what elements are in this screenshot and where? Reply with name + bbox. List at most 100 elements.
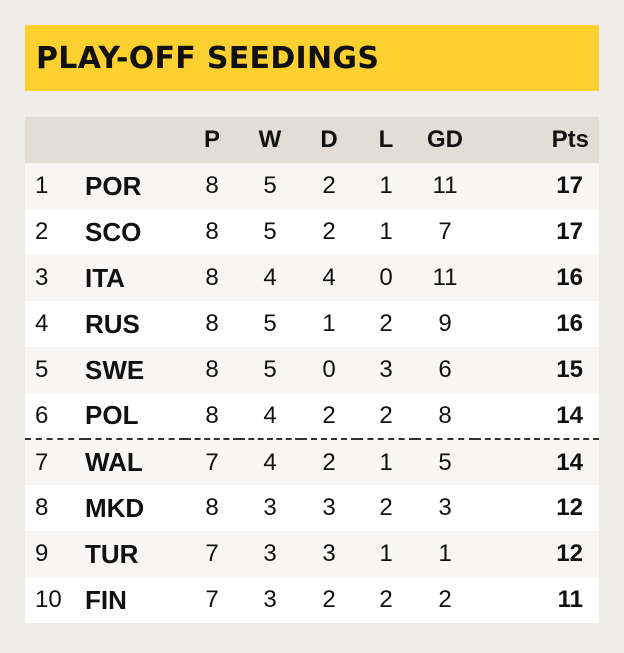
header-team <box>85 117 185 163</box>
row-goal-diff: 2 <box>438 586 452 613</box>
row-team: RUS <box>85 308 140 339</box>
row-position: 9 <box>35 540 49 567</box>
row-goal-diff: 1 <box>438 540 452 567</box>
row-lost: 1 <box>379 172 393 199</box>
row-drawn: 2 <box>322 218 336 245</box>
seedings-card: PLAY-OFF SEEDINGS P W D L GD Pts <box>25 25 599 623</box>
row-goal-diff: 3 <box>438 494 452 521</box>
header-row: P W D L GD Pts <box>25 117 599 163</box>
row-lost: 1 <box>379 218 393 245</box>
row-goal-diff: 11 <box>432 264 458 291</box>
row-team: POR <box>85 170 142 201</box>
row-lost: 2 <box>357 393 415 440</box>
row-played: 7 <box>205 540 219 567</box>
header-lost: L <box>378 126 394 153</box>
table-row: 5 SWE 8 5 0 3 6 15 <box>25 347 599 393</box>
header-won: W <box>258 126 282 153</box>
row-played: 8 <box>205 356 219 383</box>
row-position: 2 <box>35 218 49 245</box>
row-points: 15 <box>556 356 583 383</box>
row-team: WAL <box>85 447 143 477</box>
standings-table: P W D L GD Pts 1 POR 8 5 2 1 11 17 2 SCO <box>25 117 599 623</box>
row-drawn: 3 <box>322 494 336 521</box>
row-position: 8 <box>35 494 49 521</box>
row-team: ITA <box>85 262 125 293</box>
row-points: 12 <box>556 540 583 567</box>
row-won: 3 <box>263 494 277 521</box>
row-points: 12 <box>556 494 583 521</box>
row-drawn: 2 <box>322 586 336 613</box>
row-drawn: 4 <box>322 264 336 291</box>
row-played: 8 <box>205 494 219 521</box>
row-drawn: 0 <box>322 356 336 383</box>
row-drawn: 3 <box>322 540 336 567</box>
row-goal-diff: 11 <box>432 172 458 199</box>
row-won: 4 <box>263 264 277 291</box>
row-points: 17 <box>556 172 583 199</box>
table-row: 7 WAL 7 4 2 1 5 14 <box>25 439 599 485</box>
row-lost: 2 <box>379 586 393 613</box>
header-points: Pts <box>551 126 589 153</box>
row-won: 5 <box>263 172 277 199</box>
row-lost: 3 <box>379 356 393 383</box>
header-pos <box>25 117 85 163</box>
table-row: 8 MKD 8 3 3 2 3 12 <box>25 485 599 531</box>
row-played: 7 <box>205 448 219 476</box>
row-played: 8 <box>185 393 239 440</box>
row-goal-diff: 7 <box>438 218 452 245</box>
row-goal-diff: 9 <box>438 310 452 337</box>
row-drawn: 2 <box>301 393 357 440</box>
row-points: 17 <box>556 218 583 245</box>
row-goal-diff: 8 <box>415 393 475 440</box>
row-lost: 1 <box>379 448 393 476</box>
row-position: 1 <box>35 172 49 199</box>
row-lost: 0 <box>379 264 393 291</box>
row-won: 3 <box>263 586 277 613</box>
row-drawn: 2 <box>322 448 336 476</box>
row-won: 4 <box>239 393 301 440</box>
row-points: 16 <box>556 264 583 291</box>
row-lost: 2 <box>379 310 393 337</box>
row-played: 8 <box>205 218 219 245</box>
row-team: SWE <box>85 354 145 385</box>
row-goal-diff: 6 <box>438 356 452 383</box>
row-position: 7 <box>35 448 49 476</box>
row-played: 8 <box>205 172 219 199</box>
header-goal-diff: GD <box>427 126 463 153</box>
row-position: 5 <box>35 356 49 383</box>
row-played: 8 <box>205 264 219 291</box>
table-row: 9 TUR 7 3 3 1 1 12 <box>25 531 599 577</box>
row-drawn: 2 <box>322 172 336 199</box>
row-position: 6 <box>25 393 85 440</box>
header-played: P <box>203 126 220 153</box>
header-drawn: D <box>320 126 338 153</box>
row-position: 4 <box>35 310 49 337</box>
row-goal-diff: 5 <box>438 448 452 476</box>
row-team: POL <box>85 393 185 440</box>
row-points: 16 <box>556 310 583 337</box>
row-won: 5 <box>263 356 277 383</box>
row-lost: 1 <box>379 540 393 567</box>
row-won: 5 <box>263 310 277 337</box>
table-row: 1 POR 8 5 2 1 11 17 <box>25 163 599 209</box>
title-banner: PLAY-OFF SEEDINGS <box>25 25 599 91</box>
row-position: 10 <box>35 586 62 613</box>
row-won: 5 <box>263 218 277 245</box>
table-title: PLAY-OFF SEEDINGS <box>36 40 380 76</box>
table-row: 3 ITA 8 4 4 0 11 16 <box>25 255 599 301</box>
table-row: 10 FIN 7 3 2 2 2 11 <box>25 577 599 623</box>
table-row: 2 SCO 8 5 2 1 7 17 <box>25 209 599 255</box>
row-drawn: 1 <box>322 310 336 337</box>
row-team: FIN <box>85 584 127 615</box>
row-points: 11 <box>557 586 583 613</box>
row-team: SCO <box>85 216 142 247</box>
row-won: 4 <box>263 448 277 476</box>
row-won: 3 <box>263 540 277 567</box>
row-team: MKD <box>85 492 145 523</box>
row-points: 14 <box>556 448 583 476</box>
table-row: 4 RUS 8 5 1 2 9 16 <box>25 301 599 347</box>
row-lost: 2 <box>379 494 393 521</box>
row-position: 3 <box>35 264 49 291</box>
row-points: 14 <box>475 393 599 440</box>
table-row-cutoff: 6 POL 8 4 2 2 8 14 <box>25 393 599 440</box>
